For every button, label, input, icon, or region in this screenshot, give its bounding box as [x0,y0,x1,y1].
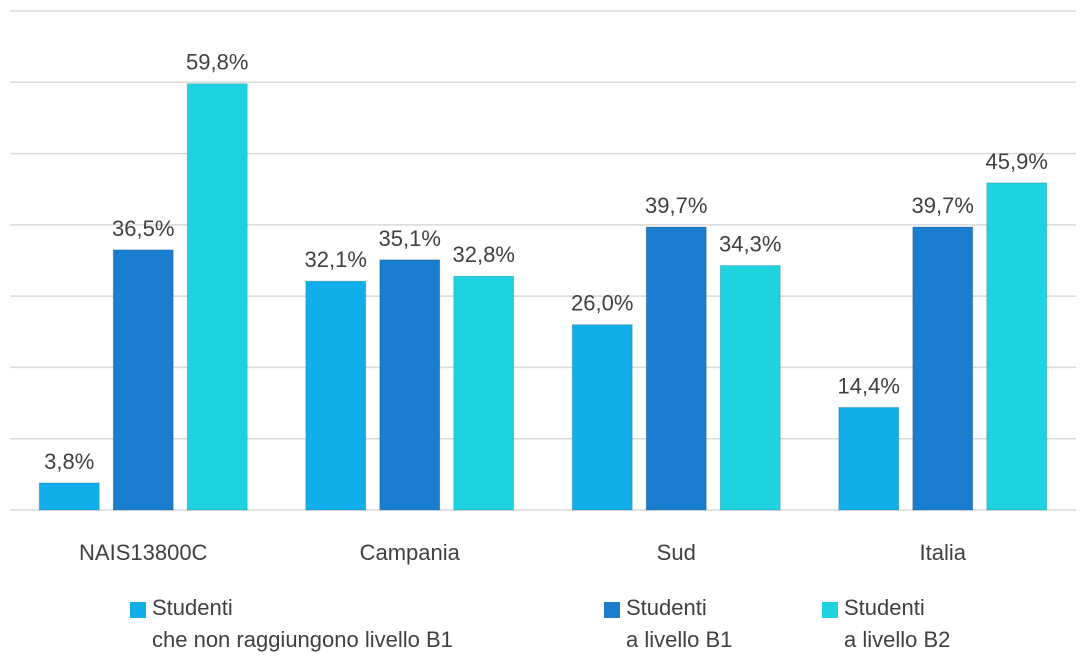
bar [112,249,174,511]
data-label: 45,9% [986,149,1048,174]
bar [453,275,515,511]
bar [305,280,367,511]
bar [645,226,707,511]
data-label: 32,8% [453,242,515,267]
data-label: 36,5% [112,216,174,241]
x-tick-label: Italia [920,540,967,565]
bar [38,482,100,511]
data-label: 39,7% [645,193,707,218]
x-tick-label: Sud [657,540,696,565]
bar [379,259,441,511]
x-tick-label: NAIS13800C [79,540,208,565]
bar [838,406,900,511]
data-label: 59,8% [186,50,248,75]
bar [186,83,248,511]
legend-swatch [604,602,620,618]
data-label: 14,4% [838,373,900,398]
bar [986,182,1048,511]
data-label: 34,3% [719,231,781,256]
data-label: 35,1% [379,226,441,251]
bar [719,264,781,511]
bar [571,324,633,511]
bar [912,226,974,511]
data-label: 32,1% [305,247,367,272]
legend-label: Studenti a livello B1 [626,595,733,652]
x-tick-label: Campania [360,540,461,565]
legend-swatch [822,602,838,618]
data-label: 39,7% [912,193,974,218]
legend-swatch [130,602,146,618]
data-label: 26,0% [571,291,633,316]
legend-label: Studenti che non raggiungono livello B1 [152,595,453,652]
legend-label: Studenti a livello B2 [844,595,951,652]
data-label: 3,8% [44,449,94,474]
